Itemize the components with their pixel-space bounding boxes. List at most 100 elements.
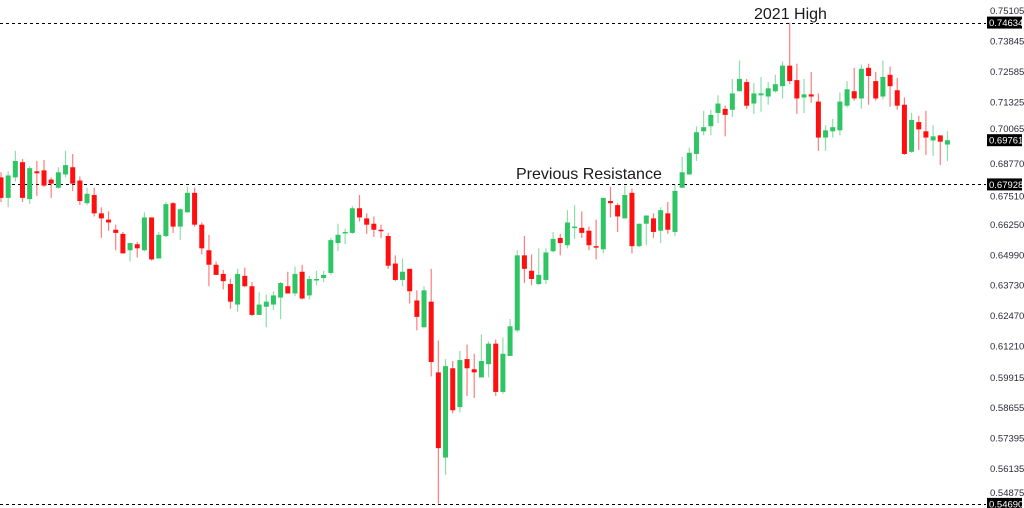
candle-bearish xyxy=(134,242,140,258)
candle-body xyxy=(349,208,355,233)
y-tick-label: 0.54875 xyxy=(990,488,1024,499)
candle-bullish xyxy=(830,118,836,138)
y-tick-label: 0.66250 xyxy=(990,220,1024,231)
y-tick-label: 0.72585 xyxy=(990,67,1024,78)
y-tick-label: 0.71325 xyxy=(990,97,1024,108)
candle-bullish xyxy=(457,350,463,413)
candle-bearish xyxy=(414,290,420,331)
candle-bullish xyxy=(715,95,721,124)
candle-body xyxy=(149,217,155,260)
candle-body xyxy=(192,192,198,225)
candle-body xyxy=(543,252,549,280)
candle-bullish xyxy=(163,201,169,237)
candle-body xyxy=(392,263,398,280)
candle-body xyxy=(858,68,864,99)
candle-bullish xyxy=(335,223,341,252)
candle-body xyxy=(579,227,585,233)
candle-bearish xyxy=(227,278,233,309)
candle-body xyxy=(622,194,628,219)
candle-body xyxy=(457,360,463,408)
candle-bullish xyxy=(313,270,319,286)
candle-bearish xyxy=(894,77,900,110)
candle-bearish xyxy=(851,67,857,101)
candle-body xyxy=(421,290,427,328)
candle-bearish xyxy=(493,339,499,397)
candle-bearish xyxy=(113,224,119,251)
y-tick-label: 0.67510 xyxy=(990,191,1024,202)
candle-body xyxy=(937,135,943,142)
candle-bearish xyxy=(629,188,635,254)
candle-bullish xyxy=(600,197,606,254)
candle-body xyxy=(371,223,377,230)
price-labels: 0.74634 0.67928 0.54690 0.69761 xyxy=(987,16,1023,508)
candle-body xyxy=(529,270,535,279)
price-label-text: 0.67928 xyxy=(989,180,1023,191)
candle-body xyxy=(873,81,879,99)
candle-body xyxy=(77,180,83,202)
candle-bullish xyxy=(536,248,542,286)
candle-bullish xyxy=(672,184,678,237)
candle-body xyxy=(679,172,685,188)
candle-bullish xyxy=(55,167,61,189)
candle-bullish xyxy=(421,286,427,329)
candle-bullish xyxy=(622,185,628,219)
candle-body xyxy=(650,218,656,232)
candle-bearish xyxy=(815,93,821,151)
candle-bearish xyxy=(149,217,155,261)
candle-body xyxy=(586,230,592,246)
candle-body xyxy=(758,93,764,96)
candle-bullish xyxy=(278,282,284,320)
candle-bearish xyxy=(20,159,26,202)
candle-bullish xyxy=(443,359,449,475)
candle-body xyxy=(815,101,821,138)
candle-bearish xyxy=(887,66,893,107)
candle-body xyxy=(916,122,922,130)
candle-bullish xyxy=(772,74,778,93)
candle-body xyxy=(615,205,621,217)
candle-bearish xyxy=(873,71,879,101)
candle-bearish xyxy=(916,115,922,150)
candle-bullish xyxy=(400,258,406,287)
candle-bullish xyxy=(564,210,570,249)
candle-body xyxy=(693,132,699,154)
candle-bearish xyxy=(249,282,255,316)
candle-bullish xyxy=(235,268,241,312)
candle-body xyxy=(607,201,613,204)
candle-body xyxy=(0,177,4,198)
candle-body xyxy=(751,93,757,104)
candle-body xyxy=(737,78,743,92)
candle-body xyxy=(894,90,900,106)
candle-bullish xyxy=(514,250,520,333)
candle-body xyxy=(507,326,513,356)
candle-body xyxy=(823,130,829,138)
candle-body xyxy=(443,366,449,458)
candle-bullish xyxy=(550,231,556,253)
candle-body xyxy=(643,215,649,224)
y-tick-label: 0.63730 xyxy=(990,281,1024,292)
candle-body xyxy=(357,208,362,218)
candle-bullish xyxy=(141,212,147,252)
candle-bullish xyxy=(708,109,714,136)
candle-bullish xyxy=(543,248,549,285)
candle-body xyxy=(98,213,104,219)
candle-body xyxy=(772,84,778,92)
candle-body xyxy=(572,226,578,229)
candle-body xyxy=(471,369,477,373)
annotation-previous-resistance: Previous Resistance xyxy=(516,166,662,183)
candle-body xyxy=(550,238,556,252)
candle-bearish xyxy=(615,203,621,232)
candle-body xyxy=(249,286,255,315)
candle-bearish xyxy=(77,176,83,206)
candle-body xyxy=(63,165,69,175)
candle-body xyxy=(887,74,893,87)
candle-bearish xyxy=(299,264,305,300)
price-axis: 0.75105 0.73845 0.72585 0.71325 0.70065 0.687… xyxy=(990,6,1024,499)
candle-body xyxy=(278,283,284,298)
candle-body xyxy=(701,127,707,132)
candle-bullish xyxy=(751,83,757,114)
candle-body xyxy=(206,250,212,265)
candle-body xyxy=(722,108,728,115)
candle-body xyxy=(220,273,226,282)
candle-bullish xyxy=(507,319,513,356)
candle-bearish xyxy=(0,172,4,202)
